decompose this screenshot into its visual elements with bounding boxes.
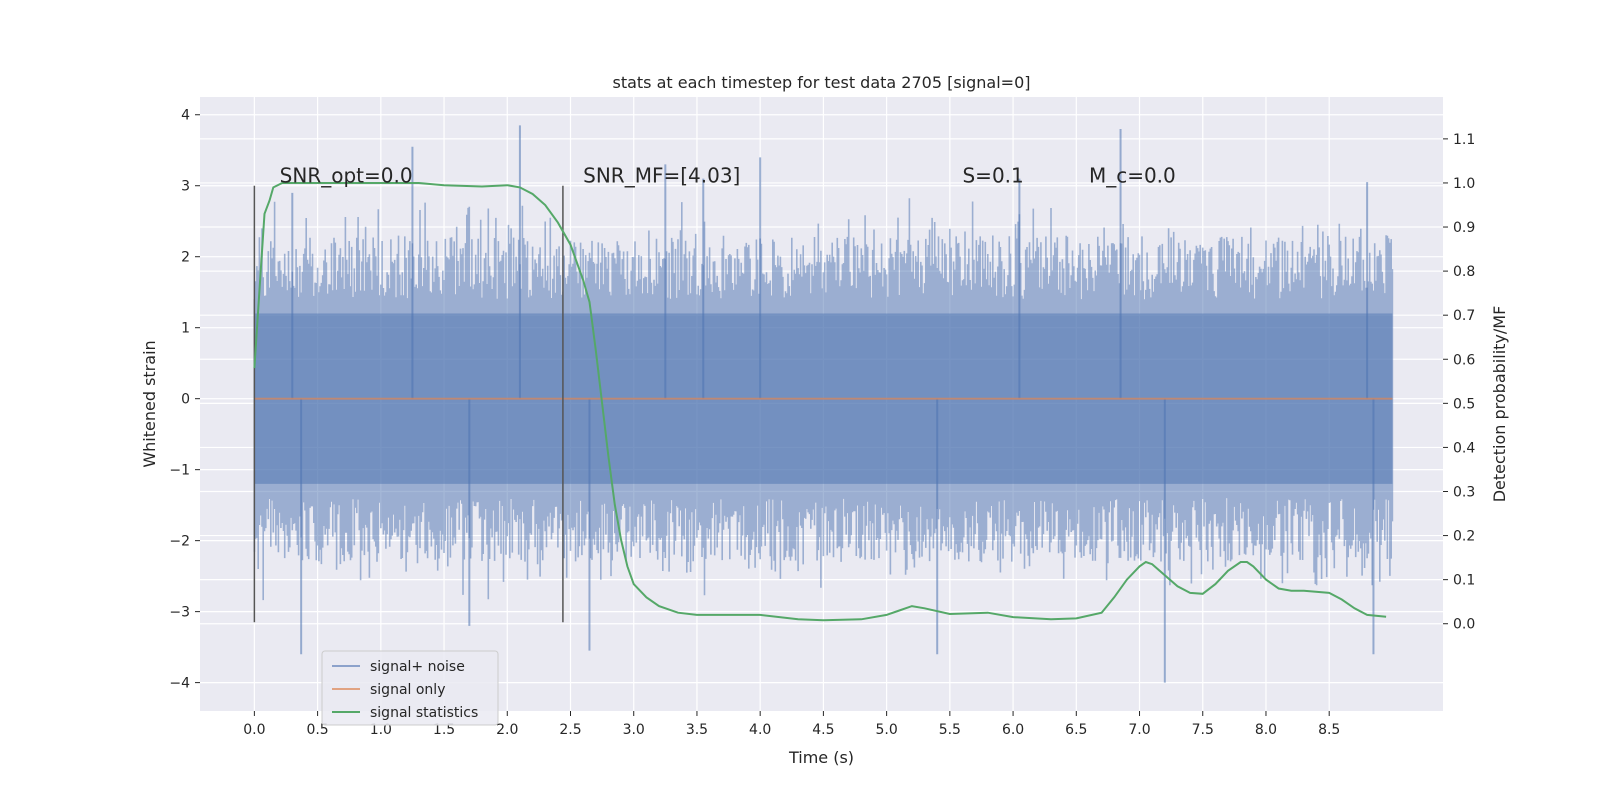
y-tick-label: 0 [181, 392, 190, 408]
y2-tick-label: 0.4 [1453, 440, 1475, 456]
y-axis-label: Whitened strain [140, 340, 159, 467]
y-tick-label: −1 [169, 463, 190, 479]
x-tick-label: 2.5 [559, 722, 581, 738]
x-tick-label: 3.5 [686, 722, 708, 738]
legend-label: signal only [370, 682, 445, 698]
y-tick-label: −3 [169, 605, 190, 621]
x-tick-label: 0.5 [306, 722, 328, 738]
y-tick-label: 4 [181, 108, 190, 124]
y-tick-label: 1 [181, 321, 190, 337]
x-tick-label: 4.5 [812, 722, 834, 738]
y2-tick-label: 0.5 [1453, 396, 1475, 412]
y2-tick-label: 1.1 [1453, 132, 1475, 148]
chart-title: stats at each timestep for test data 270… [612, 73, 1030, 92]
x-tick-label: 1.5 [433, 722, 455, 738]
x-tick-label: 8.0 [1255, 722, 1277, 738]
x-tick-label: 1.0 [370, 722, 392, 738]
x-tick-label: 7.5 [1192, 722, 1214, 738]
y-tick-label: −2 [169, 534, 190, 550]
y2-tick-label: 0.8 [1453, 264, 1475, 280]
x-tick-label: 6.5 [1065, 722, 1087, 738]
x-tick-label: 8.5 [1318, 722, 1340, 738]
legend-label: signal+ noise [370, 659, 465, 675]
y2-tick-label: 0.3 [1453, 484, 1475, 500]
y2-tick-label: 0.7 [1453, 308, 1475, 324]
x-tick-label: 7.0 [1128, 722, 1150, 738]
x-tick-label: 5.5 [939, 722, 961, 738]
y-tick-label: 3 [181, 179, 190, 195]
x-tick-label: 6.0 [1002, 722, 1024, 738]
signal-statistics-line [253, 182, 1387, 622]
annotation-label: SNR_opt=0.0 [280, 164, 413, 188]
x-tick-label: 4.0 [749, 722, 771, 738]
legend-box [321, 650, 499, 726]
y2-tick-label: 0.0 [1453, 617, 1475, 633]
y2-tick-label: 0.6 [1453, 352, 1475, 368]
y2-tick-label: 0.1 [1453, 573, 1475, 589]
annotation-label: M_c=0.0 [1089, 164, 1176, 188]
x-tick-label: 3.0 [623, 722, 645, 738]
y2-tick-label: 0.2 [1453, 529, 1475, 545]
y2-axis-label: Detection probability/MF [1490, 306, 1509, 503]
legend-label: signal statistics [370, 705, 478, 721]
x-tick-label: 2.0 [496, 722, 518, 738]
y-tick-label: −4 [169, 676, 190, 692]
y-tick-label: 2 [181, 250, 190, 266]
y2-tick-label: 1.0 [1453, 176, 1475, 192]
annotation-label: S=0.1 [962, 164, 1023, 188]
x-axis-label: Time (s) [788, 748, 854, 767]
y2-tick-label: 0.9 [1453, 220, 1475, 236]
x-tick-label: 0.0 [243, 722, 265, 738]
annotation-label: SNR_MF=[4.03] [583, 164, 740, 188]
x-tick-label: 5.0 [875, 722, 897, 738]
